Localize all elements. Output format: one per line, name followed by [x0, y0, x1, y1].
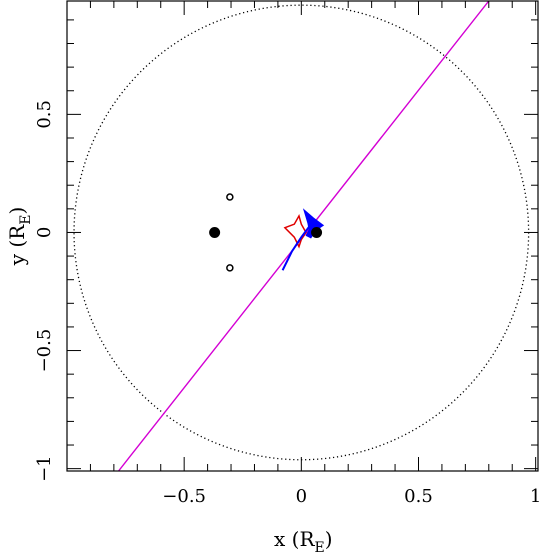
- plot-frame: [66, 0, 539, 472]
- y-tick-label: 0: [34, 227, 55, 238]
- y-tick-label: −0.5: [34, 329, 55, 373]
- y-tick-label-group: −0.5: [34, 329, 55, 373]
- lens-mass-point: [311, 226, 323, 238]
- lens-layer: [209, 193, 323, 272]
- x-tick-label: 0.5: [404, 486, 433, 507]
- x-tick-label: 0: [296, 486, 307, 507]
- einstein-ring: [73, 4, 530, 461]
- y-axis-label: y (R: [5, 224, 29, 266]
- x-tick-label: −0.5: [162, 486, 206, 507]
- y-tick-label-group: 0: [34, 227, 55, 238]
- x-axis-label-sub: E: [315, 540, 325, 555]
- y-axis-label-sub: E: [18, 215, 34, 225]
- x-axis-label: x (R: [274, 527, 315, 551]
- ring-layer: [73, 4, 530, 461]
- image-open-circle: [226, 193, 234, 201]
- tick-label-layer: −0.5 0 0.5 1 −1 −0.5 0 0.5: [34, 100, 541, 507]
- caustic-curve: [283, 213, 307, 249]
- y-tick-label-group: 0.5: [34, 100, 55, 129]
- svg-text:y (RE): y (RE): [5, 207, 34, 267]
- x-axis-title: x (RE): [274, 527, 333, 555]
- caustic-layer: [283, 213, 307, 249]
- source-layer: [281, 208, 325, 271]
- source-blob: [304, 211, 323, 238]
- y-tick-label: 0.5: [34, 100, 55, 129]
- lens-mass-point: [209, 226, 221, 238]
- image-open-circle: [226, 264, 234, 272]
- y-tick-label-group: −1: [34, 455, 55, 482]
- tick-layer: [66, 1, 538, 471]
- y-tick-label: −1: [34, 455, 55, 482]
- x-tick-label: 1: [530, 486, 541, 507]
- y-axis-title: y (RE): [5, 207, 34, 267]
- y-axis-label-close: ): [5, 207, 29, 215]
- svg-text:x (RE): x (RE): [274, 527, 333, 555]
- axes-frame: [66, 0, 539, 472]
- x-axis-label-close: ): [325, 527, 333, 551]
- source-track: [281, 208, 325, 271]
